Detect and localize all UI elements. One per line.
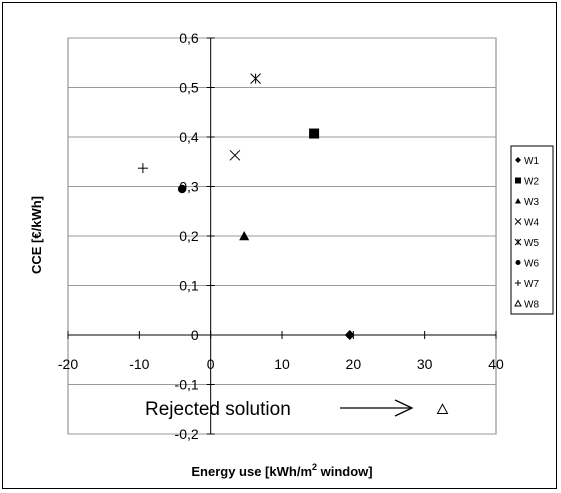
legend-label-w6: W6 <box>524 259 539 270</box>
legend-label-w8: W8 <box>524 300 539 311</box>
legend-label-w4: W4 <box>524 218 539 229</box>
x-tick-label-1: -10 <box>129 356 149 372</box>
y-tick-label-2: 0 <box>191 327 199 343</box>
annotation-arrow <box>340 399 414 417</box>
point-w3 <box>239 231 250 241</box>
y-tick-label-8: 0,6 <box>179 30 199 46</box>
gridlines <box>68 37 496 435</box>
x-tick-label-3: 10 <box>274 356 290 372</box>
y-tick-label-1: -0,1 <box>175 377 199 393</box>
x-axis-title-main: Energy use [kWh/m <box>191 464 312 479</box>
y-tick-label-6: 0,4 <box>179 129 199 145</box>
point-w2 <box>309 128 320 139</box>
legend-marker-w7 <box>515 280 521 286</box>
annotation-text: Rejected solution <box>145 399 291 420</box>
legend-marker-w6 <box>515 259 521 266</box>
legend-marker-w2 <box>515 177 521 184</box>
legend-marker-w1 <box>515 157 521 163</box>
legend-marker-w8 <box>514 299 522 307</box>
y-tick-label-7: 0,5 <box>179 80 199 96</box>
point-w4 <box>229 149 241 161</box>
data-points <box>137 73 449 414</box>
x-axis-title: Energy use [kWh/m2 window] <box>191 462 372 479</box>
chart-frame: -20 -10 0 10 20 30 40 -0,2 -0,1 0 0,1 0,2 0,3 0,4 0,5… <box>2 2 557 489</box>
legend-label-w2: W2 <box>524 177 539 188</box>
x-tick-label-0: -20 <box>58 356 78 372</box>
x-tick-label-6: 40 <box>488 356 504 372</box>
x-tick-labels: -20 -10 0 10 20 30 40 <box>58 356 504 372</box>
scatter-chart: -20 -10 0 10 20 30 40 -0,2-0,100,10,20,30,40,5… <box>29 30 554 479</box>
point-w6 <box>177 184 187 194</box>
legend-label-w3: W3 <box>524 197 539 208</box>
point-w8 <box>436 403 449 414</box>
x-tick-label-2: 0 <box>207 356 215 372</box>
y-tick-label-0: -0,2 <box>175 426 199 442</box>
legend-marker-w4 <box>514 218 522 225</box>
x-axis-title-sup: 2 <box>312 462 317 472</box>
y-tick-label-3: 0,1 <box>179 278 199 294</box>
point-w7 <box>137 163 148 174</box>
axes <box>67 37 497 435</box>
y-tick-labels: -0,2-0,100,10,20,30,40,50,6 <box>175 30 199 442</box>
legend-marker-w5 <box>514 238 522 246</box>
x-axis-title-tail: window] <box>317 464 373 479</box>
legend-label-w1: W1 <box>524 156 539 167</box>
legend-marker-w3 <box>515 198 521 204</box>
x-tick-label-5: 30 <box>417 356 433 372</box>
legend-label-w5: W5 <box>524 238 539 249</box>
legend-label-w7: W7 <box>524 279 539 290</box>
point-w1 <box>344 330 355 340</box>
point-w5 <box>250 73 261 84</box>
y-axis-title: CCE [€/kWh] <box>29 196 44 274</box>
x-tick-label-4: 20 <box>346 356 362 372</box>
legend: W1 W2 W3 W4 W5 W6 W7 W8 <box>514 156 539 311</box>
y-tick-label-4: 0,2 <box>179 228 199 244</box>
